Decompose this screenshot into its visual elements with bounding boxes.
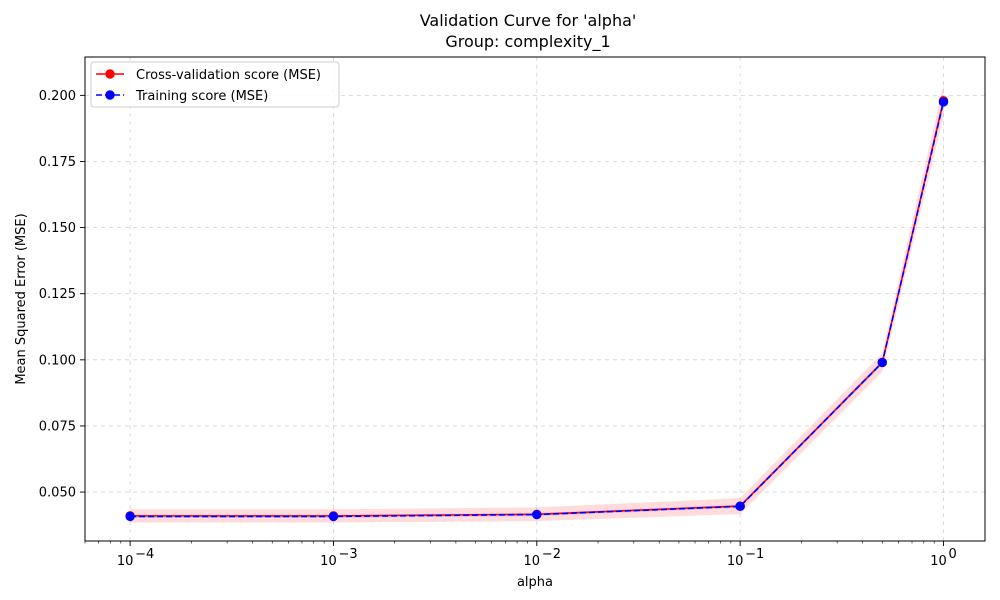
legend-box (90, 61, 340, 108)
legend-marker-training (105, 90, 115, 100)
legend: Cross-validation score (MSE) Training sc… (90, 61, 340, 108)
legend-label-cross-validation: Cross-validation score (MSE) (136, 68, 321, 83)
y-tick-label: 0.125 (39, 287, 76, 302)
plot-frame (84, 56, 986, 542)
line-layer (125, 95, 949, 522)
x-tick-label: 10 (727, 554, 744, 569)
y-tick-label: 0.175 (39, 155, 76, 170)
x-tick-exponent: −4 (135, 547, 154, 562)
y-tick-label: 0.100 (39, 353, 76, 368)
series-line-1 (130, 101, 945, 518)
y-axis: 0.050 0.075 0.100 0.125 0.150 0.175 0.200 (39, 89, 85, 501)
y-tick-label: 0.200 (39, 89, 76, 104)
x-tick-exponent: 0 (948, 547, 956, 562)
y-tick-label: 0.075 (39, 419, 76, 434)
series-point-1 (532, 509, 542, 520)
x-tick-exponent: −1 (745, 547, 764, 562)
series-point-1 (125, 511, 135, 522)
x-axis: 10 −4 10 −3 10 −2 10 −1 10 0 (84, 541, 957, 569)
legend-label-training: Training score (MSE) (135, 89, 268, 104)
chart-title: Validation Curve for 'alpha' (420, 11, 637, 30)
y-tick-label: 0.050 (39, 486, 76, 501)
y-tick-label: 0.150 (39, 221, 76, 236)
x-tick-label: 10 (930, 554, 947, 569)
plot-area (85, 57, 985, 541)
series-point-1 (735, 501, 745, 512)
chart-subtitle: Group: complexity_1 (445, 32, 610, 52)
x-tick-label: 10 (320, 554, 337, 569)
y-axis-label: Mean Squared Error (MSE) (14, 213, 29, 384)
x-tick-label: 10 (117, 554, 134, 569)
series-point-1 (328, 511, 339, 522)
x-tick-exponent: −3 (338, 547, 357, 562)
x-tick-label: 10 (524, 554, 541, 569)
grid-layer (85, 57, 985, 541)
x-axis-label: alpha (517, 575, 553, 590)
x-tick-exponent: −2 (542, 547, 561, 562)
series-point-1 (938, 97, 949, 107)
series-point-1 (877, 357, 887, 368)
legend-marker-cross-validation (105, 69, 115, 79)
